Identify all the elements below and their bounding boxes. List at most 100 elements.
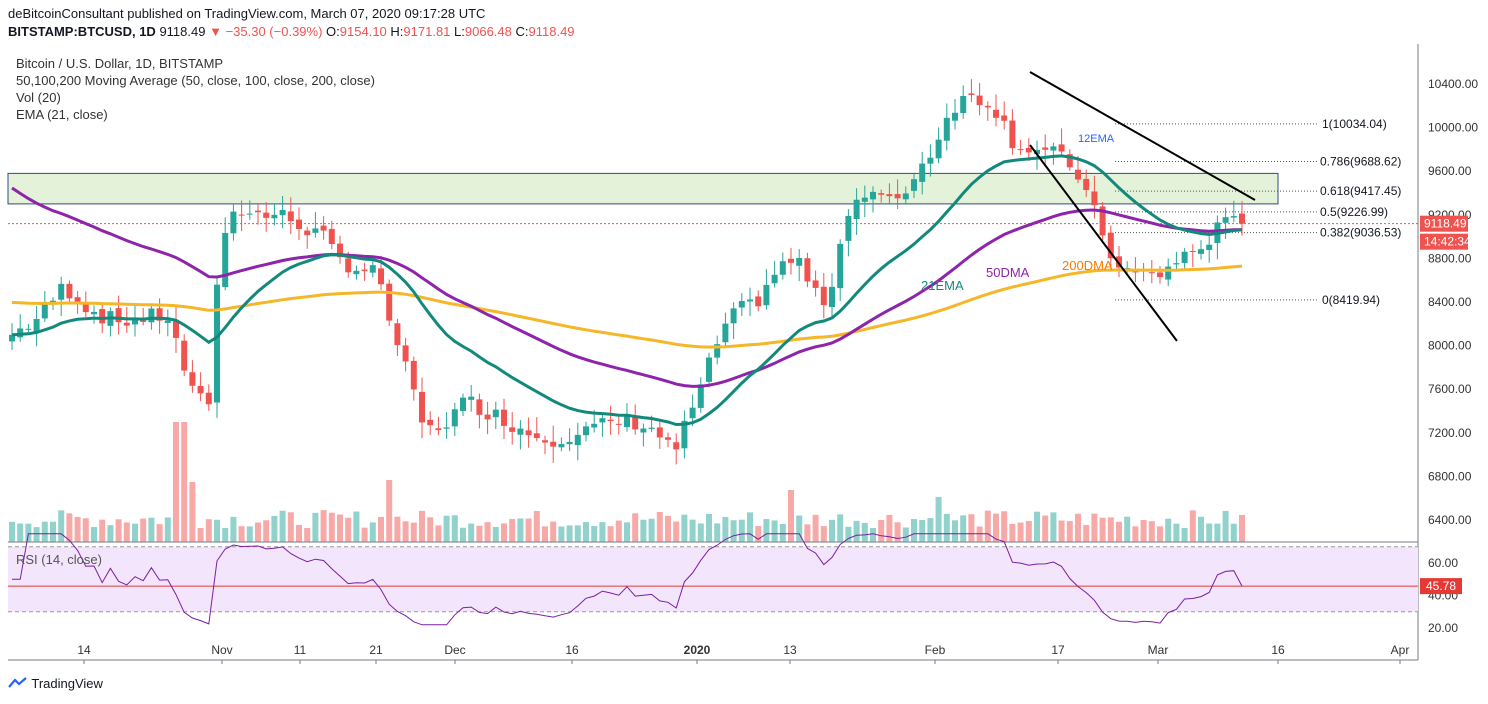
- candle-body: [722, 323, 729, 343]
- candle-body: [599, 418, 606, 423]
- volume-bar: [476, 525, 483, 542]
- candle-body: [279, 209, 286, 216]
- change-value: ▼ −35.30 (−0.39%): [209, 24, 323, 39]
- volume-bar: [861, 522, 868, 542]
- candle-body: [173, 321, 179, 338]
- candle-body: [181, 340, 188, 371]
- candle-body: [419, 391, 425, 423]
- symbol-label[interactable]: BITSTAMP:BTCUSD, 1D: [8, 24, 156, 39]
- price-tick-label: 8800.00: [1428, 251, 1472, 265]
- volume-bar: [665, 515, 671, 542]
- legend-ema: EMA (21, close): [16, 107, 108, 122]
- volume-bar: [197, 527, 204, 542]
- candle-body: [74, 297, 81, 304]
- candle-body: [542, 440, 548, 443]
- candle-body: [255, 210, 261, 213]
- candle-body: [533, 433, 540, 439]
- volume-bar: [304, 527, 311, 542]
- candle-body: [1075, 169, 1081, 180]
- volume-bar: [763, 519, 770, 542]
- candle-body: [935, 139, 942, 159]
- volume-bar: [952, 520, 958, 542]
- dma50-annotation: 50DMA: [986, 265, 1030, 280]
- candle-body: [25, 328, 32, 330]
- volume-bar: [583, 522, 589, 542]
- rsi-value-badge: [1420, 578, 1462, 595]
- candle-body: [525, 430, 532, 436]
- volume-bar: [230, 516, 237, 542]
- volume-bar: [927, 518, 934, 542]
- volume-bar: [484, 522, 491, 542]
- volume-bar: [1099, 517, 1106, 542]
- price-tick-label: 6800.00: [1428, 469, 1472, 483]
- volume-bar: [1157, 526, 1163, 542]
- volume-bar: [1001, 511, 1008, 542]
- candle-body: [1001, 115, 1008, 121]
- volume-bar: [812, 514, 819, 542]
- candle-body: [222, 232, 229, 288]
- candle-body: [9, 334, 15, 342]
- candle-body: [476, 399, 483, 415]
- volume-bar: [1132, 526, 1139, 542]
- candle-body: [861, 197, 868, 202]
- candle-body: [919, 163, 926, 182]
- legend-vol: Vol (20): [16, 90, 61, 105]
- time-tick-label: 21: [369, 643, 383, 657]
- volume-bar: [1050, 512, 1057, 542]
- volume-bar: [468, 523, 475, 542]
- volume-bar: [599, 522, 606, 542]
- price-tick-label: 7200.00: [1428, 426, 1472, 440]
- candle-body: [648, 427, 655, 429]
- volume-bar: [1222, 510, 1229, 542]
- volume-bar: [189, 482, 196, 542]
- open-value: 9154.10: [339, 24, 387, 39]
- candle-body: [296, 219, 302, 230]
- countdown-badge-text: 14:42:34: [1424, 235, 1471, 249]
- candle-body: [460, 397, 466, 412]
- volume-bar: [271, 515, 278, 542]
- candle-body: [140, 320, 147, 322]
- time-tick-label: 2020: [684, 643, 711, 657]
- volume-bar: [320, 510, 327, 542]
- volume-bar: [943, 513, 950, 542]
- price-tick-label: 9600.00: [1428, 164, 1472, 178]
- volume-bar: [164, 517, 171, 542]
- candle-body: [369, 265, 376, 273]
- volume-bar: [1198, 516, 1204, 542]
- rsi-line: [12, 533, 1243, 626]
- volume-bar: [279, 510, 286, 542]
- volume-bar: [123, 522, 130, 542]
- candle-body: [632, 417, 639, 430]
- volume-bar: [222, 527, 229, 542]
- volume-bar: [386, 480, 393, 542]
- volume-bar: [1025, 521, 1032, 542]
- volume-bar: [25, 523, 32, 542]
- candle-body: [82, 302, 89, 313]
- tradingview-branding[interactable]: TradingView: [8, 676, 103, 691]
- candle-body: [328, 228, 335, 244]
- candle-body: [501, 409, 507, 426]
- price-tick-label: 10400.00: [1428, 77, 1478, 91]
- candle-body: [1017, 149, 1024, 151]
- volume-bar: [345, 517, 352, 542]
- price-tick-label: 8000.00: [1428, 339, 1472, 353]
- volume-bar: [1230, 523, 1237, 542]
- volume-bar: [902, 527, 909, 542]
- volume-bar: [542, 526, 548, 542]
- candle-body: [205, 392, 212, 405]
- volume-bar: [1124, 516, 1131, 542]
- candle-body: [993, 109, 999, 118]
- candle-body: [517, 428, 524, 435]
- volume-bar: [1148, 521, 1155, 542]
- candle-body: [1189, 251, 1196, 253]
- candle-body: [1165, 266, 1172, 280]
- volume-bar: [501, 523, 507, 542]
- volume-bar: [369, 522, 376, 542]
- volume-bar: [747, 512, 753, 542]
- time-tick-label: 17: [1051, 643, 1065, 657]
- candle-body: [451, 409, 458, 427]
- candle-body: [263, 212, 270, 218]
- last-price-badge: [1420, 215, 1468, 232]
- volume-bar: [353, 511, 360, 542]
